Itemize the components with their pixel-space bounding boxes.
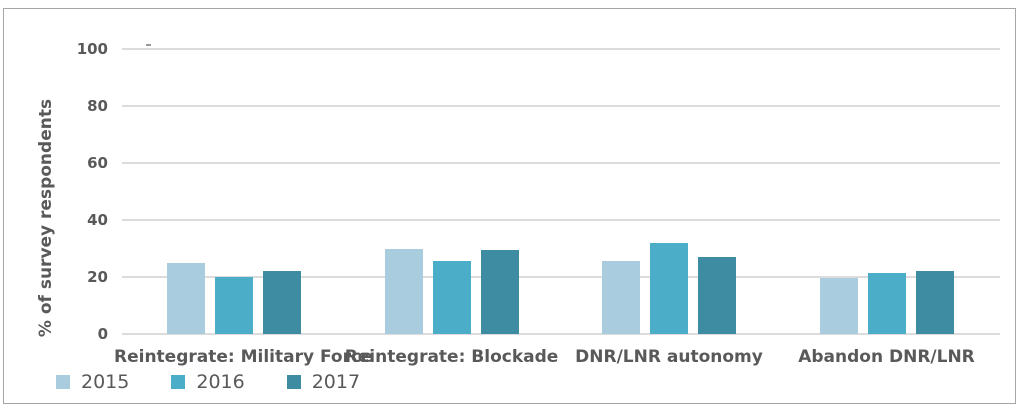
gridline-60 (122, 162, 1000, 164)
legend-swatch-2017 (286, 375, 301, 389)
y-tick-label-0: 0 (97, 325, 108, 343)
bar-2016-1 (432, 261, 471, 334)
bar-2016-3 (867, 272, 906, 334)
gridline-20 (122, 276, 1000, 278)
y-tick-label-80: 80 (87, 97, 108, 115)
legend-item-2016: 2016 (171, 371, 245, 393)
bar-2017-3 (915, 271, 954, 334)
bar-2017-1 (480, 249, 519, 334)
chart-border (3, 8, 1016, 404)
bar-2015-3 (819, 278, 858, 334)
legend: 2015 2016 2017 (56, 372, 360, 392)
category-label-0: Reintegrate: Military Force (114, 347, 373, 367)
y-tick-label-40: 40 (87, 211, 108, 229)
legend-item-2017: 2017 (286, 371, 361, 393)
bar-2016-2 (650, 242, 688, 334)
category-label-3: Abandon DNR/LNR (798, 347, 975, 367)
stray-mark (146, 44, 151, 46)
y-tick-label-20: 20 (87, 268, 108, 286)
bar-2017-2 (698, 257, 736, 334)
legend-label-2016: 2016 (196, 371, 245, 393)
bar-2015-0 (167, 262, 205, 334)
y-axis-title: % of survey respondents (36, 98, 56, 338)
legend-item-2015: 2015 (56, 372, 129, 392)
bar-2016-0 (215, 277, 253, 334)
legend-label-2017: 2017 (311, 371, 361, 393)
legend-swatch-2015 (56, 375, 70, 389)
bar-2015-1 (384, 248, 423, 334)
gridline-80 (122, 105, 1000, 107)
category-label-2: DNR/LNR autonomy (575, 347, 763, 367)
y-tick-label-60: 60 (87, 154, 108, 172)
bar-2015-2 (602, 261, 640, 334)
gridline-100 (122, 48, 1000, 50)
gridline-0 (122, 333, 1000, 335)
category-label-1: Reintegrate: Blockade (344, 347, 559, 367)
legend-swatch-2016 (171, 375, 186, 389)
gridline-40 (122, 219, 1000, 221)
bar-2017-0 (263, 271, 301, 334)
y-tick-label-100: 100 (76, 40, 108, 58)
legend-label-2015: 2015 (81, 371, 130, 393)
